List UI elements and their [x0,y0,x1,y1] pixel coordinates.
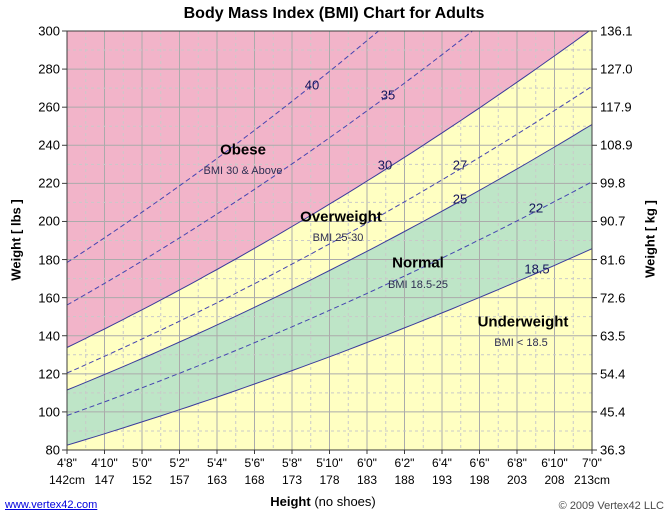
chart-title: Body Mass Index (BMI) Chart for Adults [183,5,485,22]
bmi-line-18.5 [66,248,593,446]
bmi-line-27 [66,85,593,374]
bmi-line-30 [66,30,590,348]
x-axis-title: Height (no shoes) [270,494,376,509]
bmi-line-40 [66,30,379,263]
bmi-line-25 [66,124,593,391]
bmi-line-35 [66,30,473,306]
bmi-line-22 [66,181,593,416]
y-axis-title-lbs: Weight [ lbs ] [8,199,24,281]
copyright-text: © 2009 Vertex42 LLC [558,500,664,512]
x-axis-title-suffix: (no shoes) [310,494,376,509]
region-fill-obese [67,31,590,348]
x-axis-title-bold: Height [270,494,311,509]
vertex42-link[interactable]: www.vertex42.com [5,499,98,511]
y-axis-title-kg: Weight [ kg ] [642,200,658,278]
